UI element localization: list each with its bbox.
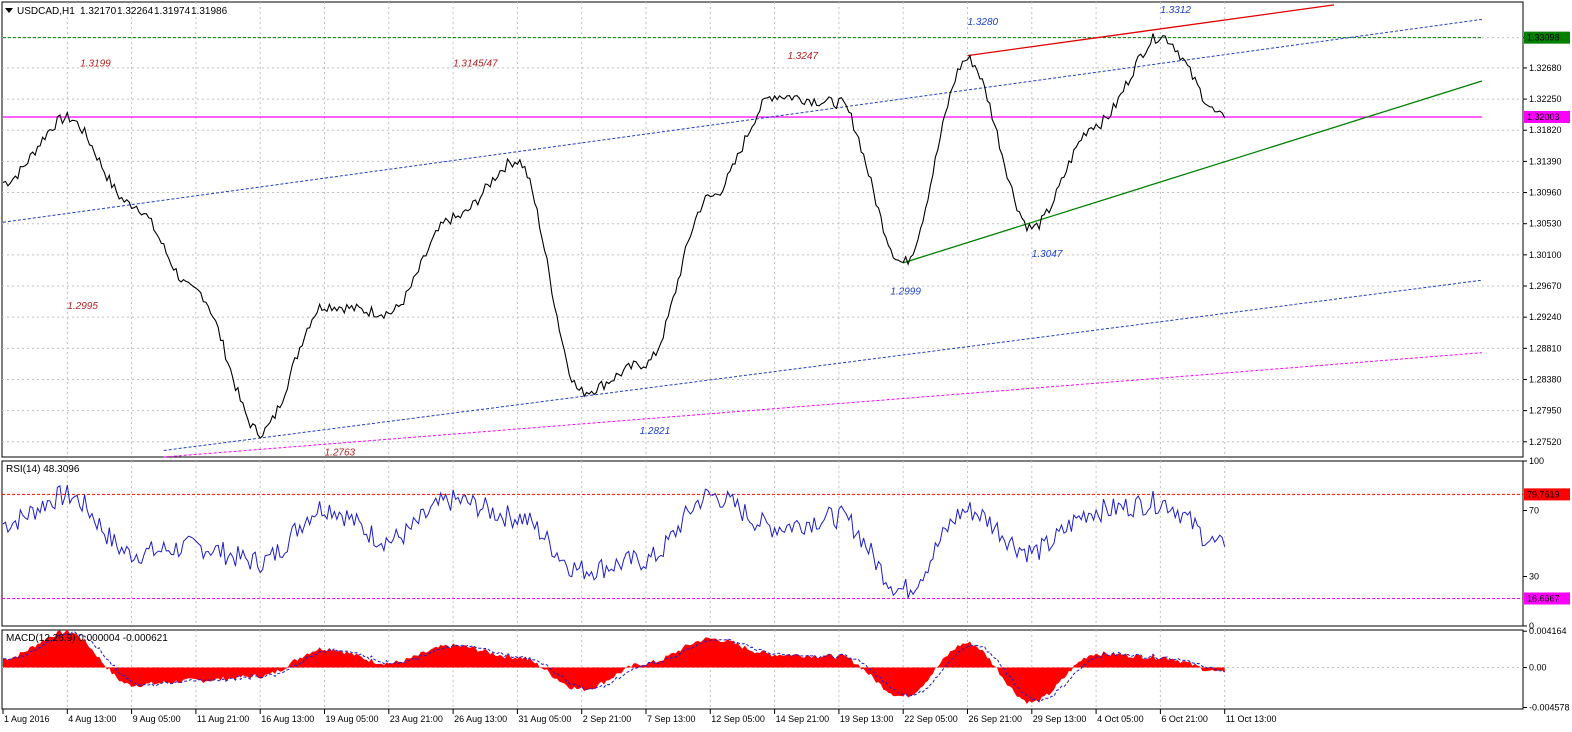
time-tick-label: 31 Aug 05:00 (518, 714, 571, 724)
marked-level-tag-bg (1524, 31, 1570, 44)
chart-symbol: USDCAD,H1 (17, 6, 75, 17)
ohlc-open: 1.32170 (80, 6, 117, 17)
price-annotation: 1.3247 (787, 51, 818, 62)
time-tick-label: 14 Sep 21:00 (776, 714, 830, 724)
rsi-tick-label: 0 (1529, 621, 1534, 631)
price-pane-frame (1, 1, 1524, 458)
price-annotation: 1.2999 (890, 287, 921, 298)
price-annotations: 1.3199 1.3145/47 1.3247 1.3280 1.3312 1.2995 1… (67, 5, 1191, 459)
macd-signal-line (2, 631, 1225, 702)
time-tick-label: 26 Sep 21:00 (969, 714, 1023, 724)
rsi-tick-label: 100 (1529, 456, 1544, 466)
time-tick-label: 4 Aug 13:00 (68, 714, 116, 724)
rsi-tick-label: 70 (1529, 506, 1539, 516)
price-annotation: 1.3047 (1032, 249, 1063, 260)
rsi-level-tag: 79.7619 (1527, 489, 1560, 499)
magenta-lower (163, 352, 1482, 458)
price-tick-label: 1.28810 (1529, 343, 1562, 353)
rsi-pane-frame (1, 460, 1524, 627)
price-tick-label: 1.32680 (1529, 63, 1562, 73)
rsi-grid (2, 461, 1523, 626)
current-price-tag: 1.32003 (1527, 112, 1560, 122)
rsi-pane[interactable]: 100 70 30 0 79.7619 16.6667 RSI(14) 48.3096 (1, 456, 1570, 631)
price-tick-label: 1.28380 (1529, 374, 1562, 384)
time-tick-label: 22 Sep 05:00 (904, 714, 958, 724)
macd-tick-label: -0.004578 (1529, 702, 1570, 712)
price-annotation: 1.3312 (1160, 5, 1191, 16)
price-tick-label: 1.29240 (1529, 312, 1562, 322)
rsi-tick-label: 30 (1529, 572, 1539, 582)
time-tick-label: 11 Aug 21:00 (197, 714, 249, 724)
price-annotation: 1.2763 (325, 448, 356, 459)
time-tick-label: 19 Aug 05:00 (326, 714, 379, 724)
ohlc-low: 1.31974 (154, 6, 191, 17)
price-tick-label: 1.27520 (1529, 437, 1562, 447)
time-tick-label: 6 Oct 21:00 (1161, 714, 1208, 724)
time-tick-label: 16 Aug 13:00 (261, 714, 314, 724)
price-series-line (2, 33, 1226, 439)
price-annotation: 1.3280 (968, 17, 999, 28)
rsi-title: RSI(14) 48.3096 (6, 464, 80, 475)
chart-header: USDCAD,H1 1.32170 1.32264 1.31974 1.3198… (5, 6, 228, 17)
ohlc-high: 1.32264 (117, 6, 154, 17)
price-tick-label: 1.30960 (1529, 188, 1562, 198)
time-tick-label: 4 Oct 05:00 (1097, 714, 1144, 724)
channel-lower (163, 279, 1482, 451)
price-annotation: 1.3145/47 (453, 58, 498, 69)
rsi-axis: 100 70 30 0 79.7619 16.6667 (1523, 456, 1570, 631)
rsi-level-tag: 16.6667 (1527, 593, 1560, 603)
price-annotation: 1.3199 (80, 58, 111, 69)
green-support-trend (903, 80, 1483, 264)
macd-axis: 0.004164 0.00 -0.004578 (1523, 626, 1570, 712)
time-tick-label: 19 Sep 13:00 (840, 714, 894, 724)
price-tick-label: 1.31390 (1529, 156, 1562, 166)
rsi-level-tag-bg (1524, 488, 1570, 501)
time-tick-label: 29 Sep 13:00 (1033, 714, 1087, 724)
red-upper-trend (967, 4, 1335, 57)
macd-title: MACD(12,26,9) 0.000004 -0.000621 (6, 633, 168, 644)
macd-tick-label: 0.00 (1529, 663, 1547, 673)
price-tick-label: 1.30530 (1529, 219, 1562, 229)
channel-upper (2, 18, 1482, 223)
current-price-tag-bg (1524, 110, 1570, 123)
time-tick-label: 9 Aug 05:00 (133, 714, 181, 724)
rsi-line (2, 484, 1226, 599)
price-tick-label: 1.31820 (1529, 125, 1562, 135)
price-tick-label: 1.32250 (1529, 94, 1562, 104)
price-tick-label: 1.29670 (1529, 281, 1562, 291)
price-annotation: 1.2995 (67, 301, 98, 312)
time-axis: 1 Aug 2016 4 Aug 13:00 9 Aug 05:00 11 Aug 2… (2, 709, 1277, 724)
price-pane[interactable]: 1.3199 1.3145/47 1.3247 1.3280 1.3312 1.2995 1… (1, 1, 1570, 459)
price-axis: 1.33098 1.32680 1.32250 1.31820 1.31390 1.309… (1523, 31, 1570, 447)
macd-histogram (3, 629, 1225, 704)
time-tick-label: 23 Aug 21:00 (390, 714, 443, 724)
time-tick-label: 7 Sep 13:00 (647, 714, 696, 724)
time-tick-label: 26 Aug 13:00 (454, 714, 507, 724)
macd-tick-label: 0.004164 (1529, 626, 1567, 636)
price-tick-label: 1.30100 (1529, 250, 1562, 260)
time-tick-label: 12 Sep 05:00 (711, 714, 765, 724)
price-annotation: 1.2821 (640, 426, 671, 437)
ohlc-close: 1.31986 (191, 6, 228, 17)
time-tick-label: 1 Aug 2016 (4, 714, 50, 724)
macd-pane[interactable]: 0.004164 0.00 -0.004578 MACD(12,26,9) 0.00… (1, 626, 1570, 712)
price-trend-lines (2, 4, 1483, 458)
time-tick-label: 2 Sep 21:00 (583, 714, 632, 724)
marked-level-tag: 1.33098 (1527, 33, 1560, 43)
price-tick-label: 1.27950 (1529, 406, 1562, 416)
time-tick-label: 11 Oct 13:00 (1226, 714, 1277, 724)
dropdown-triangle-icon[interactable] (5, 8, 13, 13)
rsi-level-tag-bg (1524, 592, 1570, 605)
